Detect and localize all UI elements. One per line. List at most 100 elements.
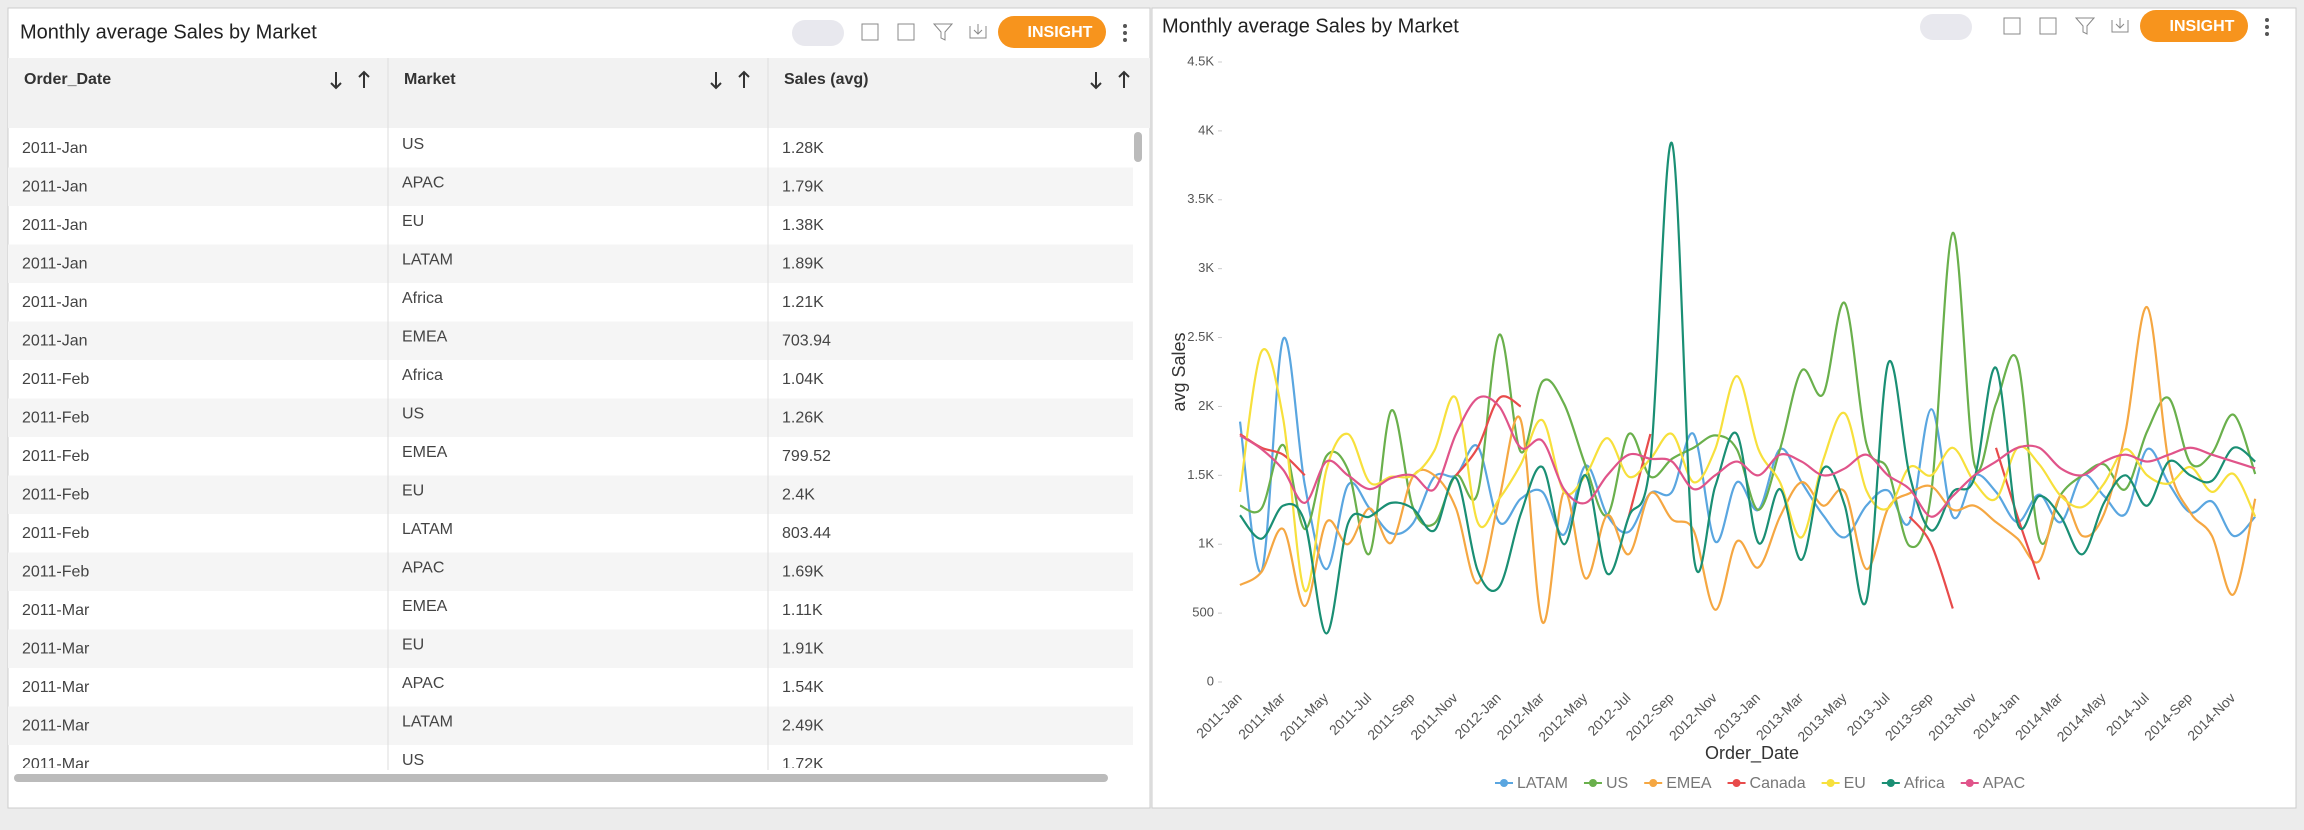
legend-label[interactable]: EU — [1844, 775, 1866, 792]
y-tick-label: 500 — [1192, 605, 1214, 620]
y-tick-label: 0 — [1207, 673, 1214, 688]
y-tick-label: 1.5K — [1187, 467, 1214, 482]
cell: 2011-Mar — [22, 756, 90, 773]
view-toggle[interactable] — [792, 20, 844, 46]
y-tick-label: 3K — [1198, 260, 1214, 275]
cell: 2011-Feb — [22, 564, 89, 581]
cell: US — [402, 752, 424, 769]
legend-label[interactable]: US — [1606, 775, 1628, 792]
menu[interactable] — [2265, 25, 2269, 29]
view-toggle[interactable] — [1920, 14, 1972, 40]
series-line — [1239, 395, 2256, 518]
x-axis-title: Order_Date — [1705, 743, 1799, 764]
y-tick-label: 4.5K — [1187, 53, 1214, 68]
filter-icon[interactable] — [2074, 17, 2096, 35]
filter-icon[interactable] — [932, 23, 954, 41]
left-toolbar: INSIGHT — [792, 16, 1127, 48]
icon[interactable] — [2003, 17, 2021, 35]
download-icon[interactable] — [2111, 18, 2129, 33]
cell: 803.44 — [782, 525, 831, 542]
y-tick-label: 1K — [1198, 536, 1214, 551]
row-stripe — [8, 475, 1133, 514]
y-axis-title: avg Sales — [1169, 332, 1189, 411]
chart-title: Monthly average Sales by Market — [1162, 15, 1459, 37]
cell: 2011-Mar — [22, 641, 90, 658]
download-icon[interactable] — [969, 24, 987, 39]
legend-label[interactable]: LATAM — [1517, 775, 1568, 792]
cell: 1.28K — [782, 140, 824, 157]
cell: 2011-Jan — [22, 333, 88, 350]
cell: 1.72K — [782, 756, 824, 773]
legend-label[interactable]: Canada — [1750, 775, 1806, 792]
table-body: 2011-Jan US 1.28K 2011-Jan APAC 1.79K 2011-Jan… — [8, 136, 1133, 773]
column-header: Sales (avg) — [784, 71, 868, 88]
insight-button[interactable] — [998, 16, 1106, 48]
table-header — [8, 58, 1150, 128]
cell: LATAM — [402, 252, 453, 269]
cell: 1.38K — [782, 217, 824, 234]
legend-marker — [1500, 779, 1508, 787]
cell: 2011-Jan — [22, 294, 88, 311]
cell: EU — [402, 213, 424, 230]
icon[interactable] — [2039, 17, 2057, 35]
menu[interactable] — [1123, 24, 1127, 28]
cell: 1.79K — [782, 179, 824, 196]
y-tick-label: 2.5K — [1187, 329, 1214, 344]
insight-label: INSIGHT — [1028, 24, 1093, 41]
sort-icon — [1090, 70, 1130, 90]
cell: 2011-Jan — [22, 140, 88, 157]
icon[interactable] — [897, 23, 915, 41]
cell: 703.94 — [782, 333, 831, 350]
legend-label[interactable]: Africa — [1904, 775, 1945, 792]
series-line — [1238, 348, 2257, 592]
cell: 2011-Mar — [22, 602, 90, 619]
row-stripe — [8, 321, 1133, 360]
right-toolbar: INSIGHT — [1920, 10, 2269, 42]
cell: APAC — [402, 175, 444, 192]
v-scrollbar[interactable] — [1134, 132, 1142, 162]
cell: 2011-Jan — [22, 217, 88, 234]
insight-button[interactable] — [2140, 10, 2248, 42]
legend-marker — [1826, 779, 1835, 787]
cell: 2.49K — [782, 718, 824, 735]
menu[interactable] — [2265, 18, 2269, 22]
column-header: Order_Date — [24, 71, 111, 88]
insight-label: INSIGHT — [2170, 18, 2235, 35]
cell: 2011-Feb — [22, 448, 89, 465]
cell: Africa — [402, 290, 443, 307]
cell: 799.52 — [782, 448, 831, 465]
row-stripe — [8, 398, 1133, 437]
cell: 2011-Mar — [22, 679, 90, 696]
cell: 2011-Jan — [22, 179, 88, 196]
menu[interactable] — [2265, 32, 2269, 36]
menu[interactable] — [1123, 38, 1127, 42]
cell: EMEA — [402, 598, 448, 615]
cell: APAC — [402, 675, 444, 692]
cell: EU — [402, 483, 424, 500]
icon[interactable] — [861, 23, 879, 41]
legend-marker — [1886, 779, 1895, 787]
cell: 2011-Jan — [22, 256, 88, 273]
cell: LATAM — [402, 714, 453, 731]
column-header: Market — [404, 71, 456, 88]
cell: 1.21K — [782, 294, 824, 311]
series-line — [1239, 142, 2256, 635]
legend-marker — [1649, 779, 1658, 787]
cell: 1.54K — [782, 679, 824, 696]
row-stripe — [8, 552, 1133, 591]
sort-icon — [710, 70, 750, 90]
cell: US — [402, 406, 424, 423]
h-scrollbar[interactable] — [14, 774, 1108, 782]
legend-label[interactable]: APAC — [1983, 775, 2025, 792]
sort-icon — [330, 70, 370, 90]
menu[interactable] — [1123, 31, 1127, 35]
legend-label[interactable]: EMEA — [1666, 775, 1712, 792]
cell: 1.89K — [782, 256, 824, 273]
cell: 2011-Mar — [22, 718, 90, 735]
cell: 1.69K — [782, 564, 824, 581]
cell: 1.04K — [782, 371, 824, 388]
row-stripe — [8, 167, 1133, 206]
cell: EMEA — [402, 444, 448, 461]
cell: Africa — [402, 367, 443, 384]
